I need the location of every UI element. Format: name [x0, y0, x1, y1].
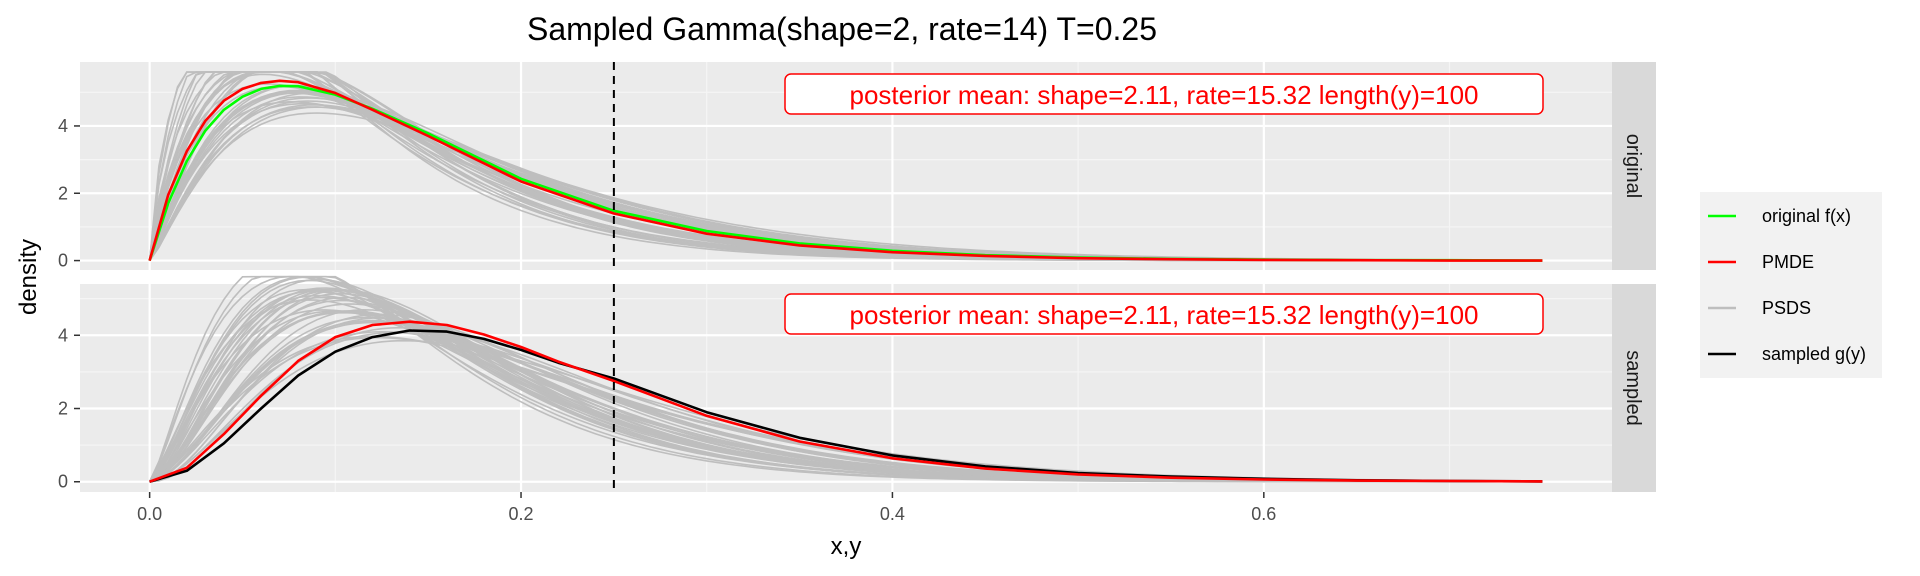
strip-label-sampled: sampled — [1622, 350, 1644, 426]
annotation-box: posterior mean: shape=2.11, rate=15.32 l… — [784, 73, 1544, 115]
x-tick-label: 0.2 — [509, 504, 534, 524]
y-tick-label: 4 — [58, 325, 68, 345]
annotation-text: posterior mean: shape=2.11, rate=15.32 l… — [849, 300, 1478, 330]
legend-label: original f(x) — [1762, 206, 1851, 226]
estimate-lines — [148, 79, 1543, 262]
chart-title: Sampled Gamma(shape=2, rate=14) T=0.25 — [527, 11, 1157, 47]
y-axis-title: density — [15, 239, 42, 315]
legend-label: PSDS — [1762, 298, 1811, 318]
pmde-line — [149, 320, 1543, 483]
y-axis-sampled: 0 2 4 — [58, 325, 80, 492]
pmde-line — [148, 79, 1543, 262]
x-tick-label: 0.0 — [137, 504, 162, 524]
annotation-text: posterior mean: shape=2.11, rate=15.32 l… — [849, 80, 1478, 110]
strip-background — [1612, 284, 1656, 492]
annotation-box: posterior mean: shape=2.11, rate=15.32 l… — [784, 293, 1544, 335]
y-axis-original: 0 2 4 — [58, 116, 80, 271]
estimate-lines — [149, 320, 1543, 483]
strip-label-original: original — [1622, 134, 1644, 198]
legend: original f(x) PMDE PSDS sampled g(y) — [1700, 192, 1882, 378]
y-tick-label: 0 — [58, 472, 68, 492]
strip-background — [1612, 62, 1656, 270]
legend-label: PMDE — [1762, 252, 1814, 272]
x-tick-label: 0.4 — [880, 504, 905, 524]
y-tick-label: 2 — [58, 183, 68, 203]
panel-sampled: posterior mean: shape=2.11, rate=15.32 l… — [58, 275, 1656, 492]
x-axis-title: x,y — [831, 533, 862, 560]
x-axis: 0.0 0.2 0.4 0.6 — [137, 492, 1276, 524]
psds-draw-line — [148, 275, 1543, 483]
x-tick-label: 0.6 — [1251, 504, 1276, 524]
annotation-box-frame — [784, 293, 1544, 335]
y-tick-label: 2 — [58, 399, 68, 419]
y-tick-label: 4 — [58, 116, 68, 136]
y-tick-label: 0 — [58, 251, 68, 271]
panel-original: posterior mean: shape=2.11, rate=15.32 l… — [58, 62, 1656, 271]
legend-label: sampled g(y) — [1762, 344, 1866, 364]
legend-background — [1700, 192, 1882, 378]
annotation-box-frame — [784, 73, 1544, 115]
